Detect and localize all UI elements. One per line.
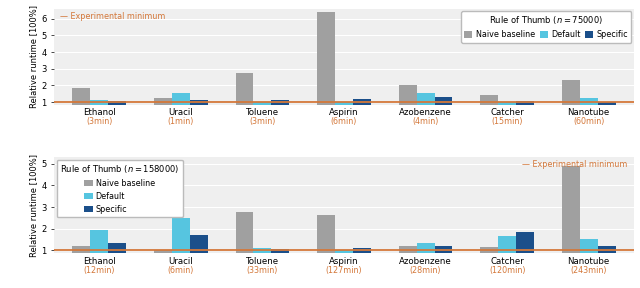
- Text: (3min): (3min): [86, 117, 113, 126]
- Text: (3min): (3min): [249, 117, 276, 126]
- Text: (15min): (15min): [492, 117, 523, 126]
- Bar: [172, 218, 190, 272]
- Text: (12min): (12min): [83, 266, 115, 275]
- Text: (4min): (4min): [412, 117, 439, 126]
- Bar: [172, 93, 190, 119]
- Y-axis label: Relative runtime [100%]: Relative runtime [100%]: [29, 154, 38, 257]
- Text: (120min): (120min): [489, 266, 525, 275]
- Text: (33min): (33min): [247, 266, 278, 275]
- Text: Uracil: Uracil: [168, 257, 193, 266]
- Bar: [271, 100, 289, 119]
- Bar: [72, 246, 90, 272]
- Bar: [154, 250, 172, 272]
- Text: Toluene: Toluene: [246, 109, 279, 118]
- Bar: [562, 166, 580, 272]
- Text: Aspirin: Aspirin: [329, 257, 359, 266]
- Bar: [498, 102, 516, 119]
- Text: Nanotube: Nanotube: [568, 109, 610, 118]
- Text: — Experimental minimum: — Experimental minimum: [522, 160, 628, 169]
- Bar: [417, 93, 435, 119]
- Bar: [580, 98, 598, 119]
- Text: Uracil: Uracil: [168, 109, 193, 118]
- Bar: [417, 243, 435, 272]
- Bar: [353, 99, 371, 119]
- Text: (6min): (6min): [331, 117, 357, 126]
- Text: Aspirin: Aspirin: [329, 109, 359, 118]
- Bar: [253, 248, 271, 272]
- Bar: [271, 249, 289, 272]
- Text: Ethanol: Ethanol: [83, 257, 116, 266]
- Text: Nanotube: Nanotube: [568, 257, 610, 266]
- Bar: [190, 101, 208, 119]
- Text: (1min): (1min): [168, 117, 194, 126]
- Legend: Naive baseline, Default, Specific: Naive baseline, Default, Specific: [57, 160, 182, 217]
- Bar: [435, 246, 452, 272]
- Bar: [335, 102, 353, 119]
- Y-axis label: Relative runtime [100%]: Relative runtime [100%]: [29, 5, 38, 108]
- Bar: [598, 246, 616, 272]
- Bar: [435, 97, 452, 119]
- Bar: [236, 213, 253, 272]
- Bar: [190, 235, 208, 272]
- Text: Azobenzene: Azobenzene: [399, 109, 452, 118]
- Bar: [580, 239, 598, 272]
- Text: (127min): (127min): [326, 266, 362, 275]
- Bar: [90, 230, 108, 272]
- Bar: [253, 102, 271, 119]
- Text: Azobenzene: Azobenzene: [399, 257, 452, 266]
- Bar: [480, 95, 498, 119]
- Bar: [353, 248, 371, 272]
- Bar: [516, 101, 534, 119]
- Text: (60min): (60min): [573, 117, 604, 126]
- Text: Catcher: Catcher: [490, 257, 524, 266]
- Bar: [317, 215, 335, 272]
- Bar: [399, 85, 417, 119]
- Bar: [498, 236, 516, 272]
- Text: (6min): (6min): [168, 266, 194, 275]
- Bar: [598, 102, 616, 119]
- Text: (28min): (28min): [410, 266, 442, 275]
- Legend: Naive baseline, Default, Specific: Naive baseline, Default, Specific: [461, 11, 631, 43]
- Bar: [108, 243, 126, 272]
- Bar: [154, 98, 172, 119]
- Text: (243min): (243min): [570, 266, 607, 275]
- Bar: [562, 80, 580, 119]
- Bar: [108, 101, 126, 119]
- Bar: [72, 88, 90, 119]
- Text: Ethanol: Ethanol: [83, 109, 116, 118]
- Bar: [516, 232, 534, 272]
- Bar: [399, 246, 417, 272]
- Bar: [317, 12, 335, 119]
- Text: Catcher: Catcher: [490, 109, 524, 118]
- Bar: [236, 73, 253, 119]
- Text: — Experimental minimum: — Experimental minimum: [60, 12, 166, 20]
- Text: Toluene: Toluene: [246, 257, 279, 266]
- Bar: [335, 250, 353, 272]
- Bar: [90, 101, 108, 119]
- Bar: [480, 247, 498, 272]
